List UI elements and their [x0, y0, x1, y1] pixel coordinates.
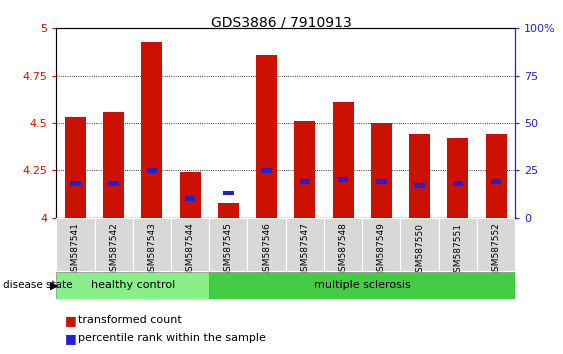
Bar [56, 218, 95, 271]
Bar [477, 218, 515, 271]
Bar [103, 112, 124, 218]
Bar [285, 218, 324, 271]
Bar [248, 218, 285, 271]
Bar [491, 179, 501, 184]
Bar [256, 55, 277, 218]
Text: GSM587541: GSM587541 [71, 223, 80, 278]
Text: GSM587542: GSM587542 [109, 223, 118, 278]
Bar [439, 218, 477, 271]
Text: GSM587548: GSM587548 [338, 223, 347, 278]
Text: GSM587552: GSM587552 [491, 223, 501, 278]
Text: ▶: ▶ [50, 281, 58, 291]
Bar [65, 117, 86, 218]
Bar [109, 181, 119, 186]
Bar [453, 181, 463, 186]
Bar [133, 218, 171, 271]
Bar [141, 41, 162, 218]
Bar [485, 135, 507, 218]
Bar [56, 272, 209, 299]
Bar [180, 172, 200, 218]
Text: GSM587550: GSM587550 [415, 223, 424, 278]
Text: GSM587543: GSM587543 [148, 223, 157, 278]
Text: ■: ■ [65, 314, 77, 327]
Bar [146, 168, 157, 173]
Bar [95, 218, 133, 271]
Bar [70, 181, 81, 186]
Bar [171, 218, 209, 271]
Text: transformed count: transformed count [78, 315, 181, 325]
Bar [338, 177, 348, 182]
Bar [300, 179, 310, 184]
Text: GSM587551: GSM587551 [453, 223, 462, 278]
Bar [223, 191, 234, 195]
Bar [409, 135, 430, 218]
Text: GSM587549: GSM587549 [377, 223, 386, 278]
Text: GDS3886 / 7910913: GDS3886 / 7910913 [211, 16, 352, 30]
Bar [376, 179, 387, 184]
Bar [209, 272, 515, 299]
Text: GSM587547: GSM587547 [300, 223, 309, 278]
Text: disease state: disease state [3, 280, 72, 290]
Text: GSM587545: GSM587545 [224, 223, 233, 278]
Bar [324, 218, 362, 271]
Bar [414, 183, 425, 188]
Bar [294, 121, 315, 218]
Text: GSM587546: GSM587546 [262, 223, 271, 278]
Text: GSM587544: GSM587544 [186, 223, 195, 278]
Bar [333, 102, 354, 218]
Bar [371, 123, 392, 218]
Bar [218, 202, 239, 218]
Text: ■: ■ [65, 332, 77, 344]
Bar [185, 196, 195, 201]
Text: multiple sclerosis: multiple sclerosis [314, 280, 410, 290]
Bar [362, 218, 400, 271]
Bar [209, 218, 248, 271]
Bar [261, 168, 272, 173]
Text: healthy control: healthy control [91, 280, 175, 290]
Text: percentile rank within the sample: percentile rank within the sample [78, 333, 266, 343]
Bar [447, 138, 468, 218]
Bar [400, 218, 439, 271]
